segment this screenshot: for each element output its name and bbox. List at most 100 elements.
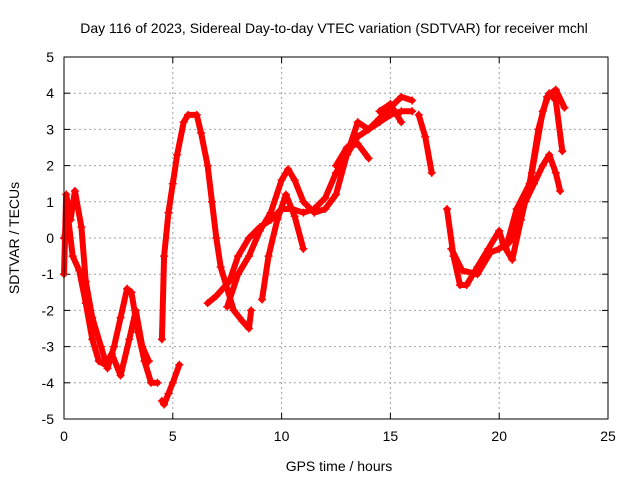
data-point [543,92,552,101]
data-point [321,205,330,214]
data-point [203,299,212,308]
data-point [427,168,436,177]
y-tick-label: 3 [46,121,54,137]
data-point [207,197,216,206]
data-point [375,114,384,123]
data-point [397,118,406,127]
y-tick-label: 0 [46,230,54,246]
data-point [127,288,136,297]
series-8 [375,100,406,127]
data-point [238,317,247,326]
data-point [223,302,232,311]
y-tick-label: 1 [46,194,54,210]
data-point [234,270,243,279]
data-point [462,281,471,290]
data-point [290,212,299,221]
data-point [212,291,221,300]
series-7 [332,139,373,170]
data-point [192,110,201,119]
data-point [525,179,534,188]
series-5 [223,92,417,311]
data-point [70,186,79,195]
series-2 [157,360,184,409]
data-point [173,150,182,159]
data-point [81,299,90,308]
data-point [266,208,275,217]
data-point [116,371,125,380]
data-point [310,208,319,217]
y-tick-label: -1 [42,266,55,282]
data-point [164,389,173,398]
data-point [421,132,430,141]
data-point [397,92,406,101]
data-point [458,266,467,275]
data-point [160,252,169,261]
y-tick-label: -2 [42,302,55,318]
data-point [508,255,517,264]
data-point [284,165,293,174]
data-point [197,129,206,138]
data-point [386,100,395,109]
x-tick-label: 10 [274,428,290,444]
data-point [442,205,451,214]
data-point [244,234,253,242]
data-point [332,161,340,170]
x-tick-label: 15 [383,428,399,444]
series-9 [414,110,436,177]
data-point [138,342,147,351]
data-point [216,262,225,271]
data-point [299,197,308,206]
data-point [123,284,132,293]
x-tick-label: 25 [600,428,616,444]
plot-frame [63,56,609,420]
y-tick-label: 4 [46,85,54,101]
series-6 [258,190,308,304]
data-point [244,324,253,333]
series-trace [415,111,435,176]
data-point [414,110,423,119]
data-point [281,190,290,199]
data-point [558,147,567,156]
data-point [264,252,273,261]
data-point [160,400,169,409]
data-point [397,107,406,116]
data-point [88,335,97,344]
data-point [164,208,173,217]
data-point [290,176,299,185]
data-point [273,215,282,224]
data-point [299,244,308,253]
data-point [386,110,395,119]
x-tick-label: 0 [60,428,68,444]
data-point [258,295,267,304]
data-point [229,306,238,315]
data-point [168,378,177,387]
series-11 [447,150,565,279]
data-point [110,342,119,351]
data-point [364,154,373,163]
y-tick-label: 2 [46,158,54,174]
data-point [107,349,116,358]
series-trace [259,191,307,303]
data-point [244,252,253,261]
data-point [247,306,256,315]
data-point [116,313,125,322]
data-point [157,335,166,344]
series-1 [60,215,153,380]
series-3 [157,110,256,344]
data-point [332,168,340,177]
data-point [68,252,77,261]
data-point [234,252,243,261]
data-point [153,378,162,387]
data-point [551,168,560,177]
data-point [168,179,177,188]
data-point [495,226,504,235]
data-point [551,85,560,94]
data-point [408,107,417,116]
x-tick-label: 20 [491,428,507,444]
data-point [255,226,264,235]
data-point [512,205,521,214]
data-point [179,118,188,127]
x-tick-label: 5 [169,428,177,444]
data-point [225,277,234,286]
